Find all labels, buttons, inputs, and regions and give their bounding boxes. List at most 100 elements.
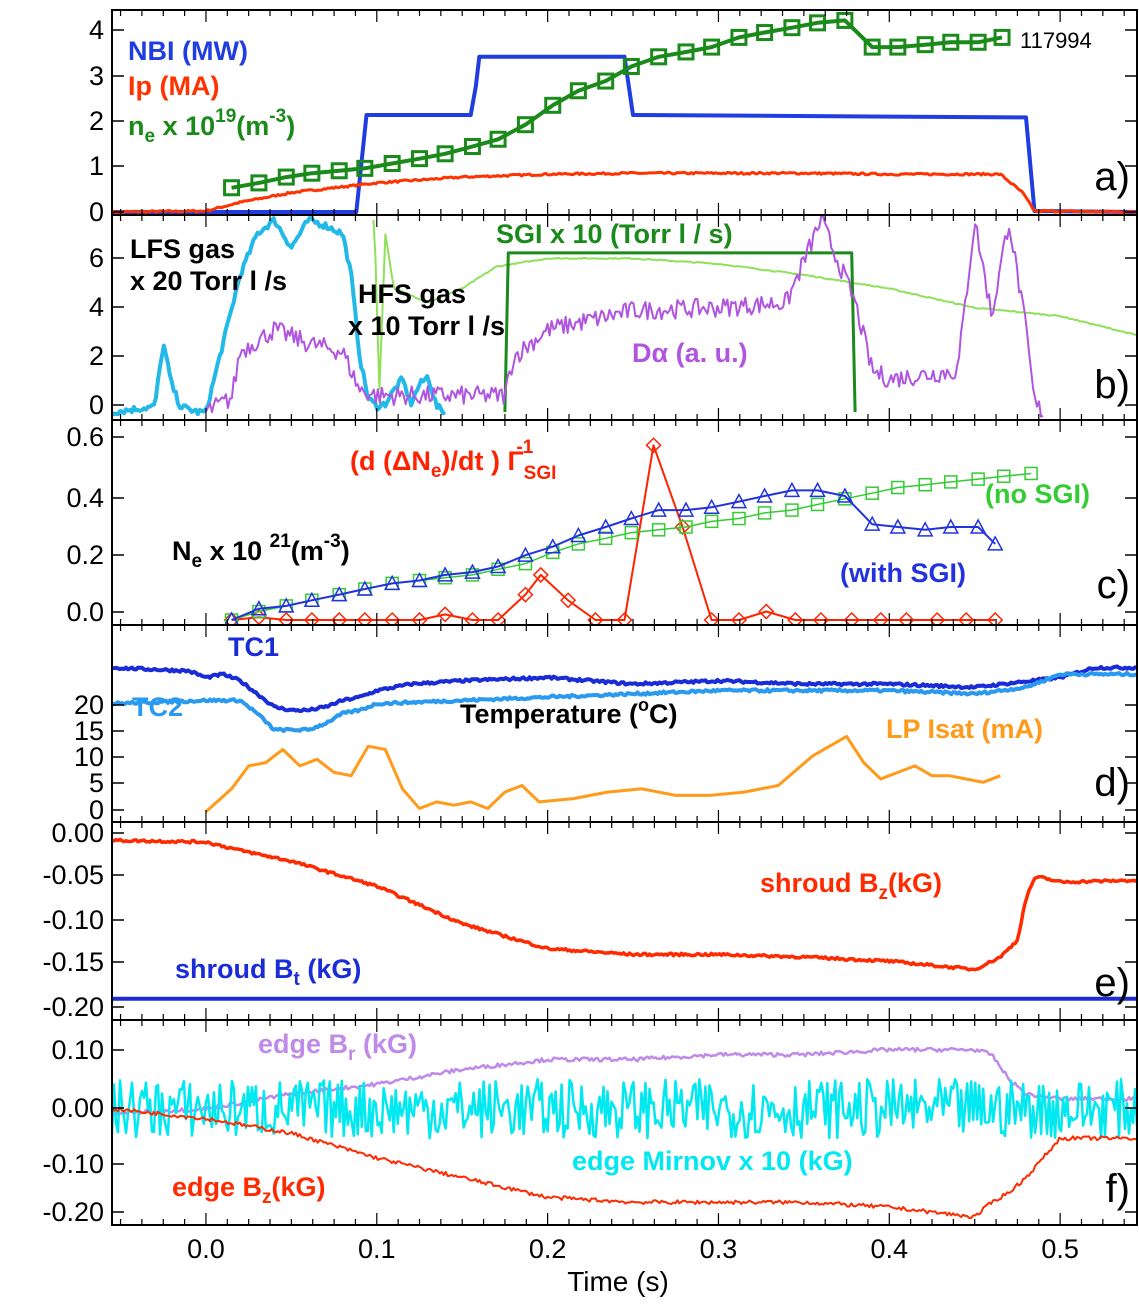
shroud-bz-line bbox=[112, 837, 1137, 972]
data-point bbox=[918, 477, 932, 492]
shroud-bz-label: shroud Bz(kG) bbox=[760, 868, 942, 904]
panel-d-labels: TC1 TC2 Temperature (oC) LP Isat (mA) bbox=[132, 632, 1043, 744]
panel-c: 0.0 0.2 0.4 0.6 c) bbox=[66, 419, 1138, 627]
data-point bbox=[303, 164, 321, 182]
data-point bbox=[490, 611, 507, 625]
data-point bbox=[571, 537, 586, 551]
data-point bbox=[489, 130, 507, 148]
data-point bbox=[843, 611, 860, 625]
y-tick-label: -0.20 bbox=[42, 992, 104, 1022]
sgi-label: SGI x 10 (Torr l / s) bbox=[496, 219, 733, 249]
y-tick-label: 0.00 bbox=[51, 818, 104, 848]
data-point bbox=[303, 611, 320, 625]
data-point bbox=[330, 162, 348, 180]
panel-f: 0.10 0.00 -0.10 -0.20 f) bbox=[42, 1019, 1138, 1227]
data-point bbox=[356, 159, 374, 177]
data-point bbox=[560, 592, 577, 609]
data-point bbox=[703, 498, 720, 515]
data-point bbox=[809, 14, 827, 32]
panel-letter: a) bbox=[1094, 155, 1130, 199]
x-axis-title: Time (s) bbox=[567, 1266, 669, 1297]
data-point bbox=[650, 501, 667, 517]
data-point bbox=[971, 472, 985, 486]
panel-letter: d) bbox=[1094, 761, 1130, 805]
temperature-label: Temperature (oC) bbox=[460, 695, 678, 729]
data-point bbox=[411, 150, 428, 168]
data-point bbox=[986, 535, 1004, 551]
edge-bz-label: edge Bz(kG) bbox=[172, 1172, 326, 1208]
panel-b: 0 2 4 6 b) bbox=[89, 214, 1138, 421]
data-point bbox=[277, 168, 295, 186]
shroud-bt-label: shroud Bt (kG) bbox=[175, 954, 361, 990]
with-sgi-label: (with SGI) bbox=[840, 558, 966, 588]
y-tick-label: 2 bbox=[89, 106, 104, 136]
data-point bbox=[703, 38, 721, 56]
data-point bbox=[836, 487, 854, 503]
tc1-line bbox=[112, 664, 1137, 714]
lfs-label-line1: LFS gas bbox=[130, 234, 235, 264]
data-point bbox=[597, 518, 614, 534]
data-point bbox=[464, 611, 481, 625]
y-tick-label: 0.10 bbox=[51, 1035, 104, 1065]
lp-isat-label: LP Isat (mA) bbox=[886, 714, 1043, 744]
data-point bbox=[730, 28, 748, 46]
data-point bbox=[997, 469, 1011, 484]
lfs-label-line2: x 20 Torr l /s bbox=[130, 266, 287, 296]
no-sgi-label: (no SGI) bbox=[985, 479, 1090, 509]
y-tick-label: 0.2 bbox=[66, 540, 104, 570]
y-tick-label: -0.05 bbox=[42, 860, 104, 890]
data-point bbox=[756, 487, 773, 503]
y-tick-label: 0 bbox=[89, 795, 104, 825]
data-point bbox=[942, 518, 960, 534]
x-tick-label: 0.5 bbox=[1041, 1234, 1079, 1264]
data-point bbox=[570, 526, 587, 543]
data-point bbox=[916, 521, 934, 537]
y-tick-label: 4 bbox=[89, 15, 104, 45]
data-point bbox=[411, 611, 428, 625]
edge-bz-line bbox=[112, 1106, 1137, 1220]
x-tick-label: 0.3 bbox=[700, 1234, 738, 1264]
data-point bbox=[810, 497, 825, 512]
panel-frame bbox=[111, 1019, 1138, 1226]
data-point bbox=[330, 586, 348, 602]
edge-mirnov-label: edge Mirnov x 10 (kG) bbox=[572, 1146, 853, 1176]
tc2-label: TC2 bbox=[132, 692, 183, 722]
x-tick-labels: 0.0 0.1 0.2 0.3 0.4 0.5 bbox=[187, 1234, 1079, 1264]
y-tick-label: -0.10 bbox=[42, 905, 104, 935]
y-tick-label: 6 bbox=[89, 243, 104, 273]
y-tick-label: 2 bbox=[89, 341, 104, 371]
data-point bbox=[889, 38, 907, 56]
nbi-line bbox=[112, 54, 1137, 214]
panel-a: 0 1 2 3 4 a) bbox=[89, 9, 1138, 227]
hfs-label-line2: x 10 Torr l /s bbox=[348, 311, 505, 341]
data-point bbox=[757, 506, 772, 520]
data-point bbox=[891, 480, 905, 495]
data-point bbox=[756, 24, 774, 42]
data-point bbox=[544, 538, 562, 554]
data-point bbox=[651, 523, 666, 537]
ip-line bbox=[112, 170, 1137, 215]
dalpha-line bbox=[205, 215, 1044, 418]
ne-line bbox=[231, 18, 1003, 190]
panel-letter: c) bbox=[1097, 563, 1130, 607]
data-point bbox=[987, 611, 1004, 625]
data-point bbox=[863, 515, 881, 531]
data-point bbox=[517, 586, 534, 603]
rate-line bbox=[231, 444, 996, 621]
data-point bbox=[518, 556, 533, 571]
lp-isat-line bbox=[204, 734, 1001, 813]
data-point bbox=[812, 611, 830, 625]
data-point bbox=[250, 600, 268, 616]
data-point bbox=[969, 33, 987, 51]
shot-number: 117994 bbox=[1020, 28, 1092, 53]
data-point bbox=[384, 611, 401, 625]
data-point bbox=[898, 611, 915, 625]
data-point bbox=[732, 511, 746, 526]
y-tick-label: 4 bbox=[89, 292, 104, 322]
data-point bbox=[969, 518, 987, 534]
data-point bbox=[356, 580, 374, 596]
data-point bbox=[758, 603, 775, 620]
data-point bbox=[785, 503, 799, 517]
data-point bbox=[623, 509, 640, 526]
data-point bbox=[616, 611, 633, 625]
